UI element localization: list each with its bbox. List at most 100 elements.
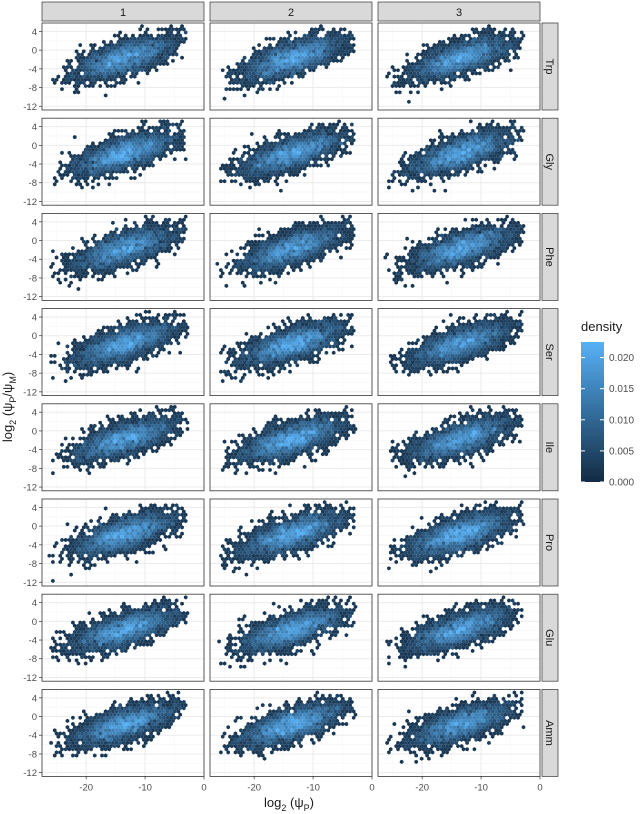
hex-bin	[248, 160, 252, 165]
hex-bin	[282, 169, 287, 174]
hex-bin	[132, 74, 137, 79]
hex-bin	[430, 58, 435, 63]
hex-bin	[116, 46, 121, 51]
hex-bin	[67, 163, 72, 168]
hex-bin	[268, 157, 272, 162]
hex-bin	[436, 68, 440, 73]
hex-bin	[72, 166, 77, 171]
hex-bin	[467, 52, 471, 57]
hex-bin	[416, 52, 420, 57]
hex-bin	[481, 39, 486, 44]
hex-bin	[291, 39, 296, 44]
hex-bin	[443, 61, 448, 66]
hex-bin	[142, 147, 146, 152]
hex-bin	[308, 157, 312, 162]
hex-bin	[490, 49, 495, 54]
hex-bin	[465, 68, 469, 73]
hex-bin	[91, 58, 95, 63]
hex-bin	[470, 27, 475, 32]
hex-bin	[169, 49, 173, 54]
hex-bin	[326, 49, 330, 54]
hex-bin	[54, 179, 59, 184]
hex-bin	[320, 27, 325, 32]
hex-bin	[122, 68, 126, 73]
hex-bin	[447, 55, 451, 60]
hex-bin	[445, 46, 449, 51]
hex-bin	[308, 138, 312, 143]
hex-bin	[266, 166, 270, 171]
hex-bin	[230, 160, 234, 165]
hex-bin	[143, 144, 148, 149]
hex-bin	[251, 65, 256, 70]
hex-bin	[152, 135, 157, 140]
hex-bin	[311, 36, 316, 41]
hex-bin	[279, 43, 283, 48]
hex-bin	[100, 74, 104, 79]
hex-bin	[315, 150, 320, 155]
hex-bin	[125, 61, 130, 66]
hex-bin	[488, 39, 493, 44]
hex-bin	[167, 135, 172, 140]
hex-bin	[242, 55, 247, 60]
hex-bin	[78, 74, 82, 79]
hex-bin	[160, 122, 164, 127]
hex-bin	[174, 135, 179, 140]
hex-bin	[255, 141, 260, 146]
hex-bin	[293, 30, 298, 35]
hex-bin	[483, 61, 488, 66]
hex-bin	[472, 43, 477, 48]
hex-bin	[145, 27, 150, 32]
hex-bin	[438, 77, 442, 82]
hex-bin	[111, 157, 115, 162]
hex-bin	[270, 172, 274, 177]
hex-bin	[448, 147, 453, 152]
hex-bin	[302, 39, 307, 44]
hex-bin	[250, 80, 254, 85]
hex-bin	[277, 153, 281, 159]
hex-bin	[235, 157, 240, 162]
hex-bin	[439, 74, 444, 79]
hex-bin	[291, 58, 296, 63]
hex-bin	[322, 157, 327, 162]
hex-bin	[288, 153, 292, 159]
hex-bin	[266, 179, 270, 184]
hex-bin	[138, 52, 142, 57]
hex-bin	[120, 135, 124, 140]
hex-bin	[63, 80, 68, 85]
hex-bin	[459, 52, 464, 57]
hex-bin	[112, 128, 117, 133]
hex-bin	[434, 77, 438, 82]
hex-bin	[136, 157, 141, 162]
hex-bin	[125, 49, 130, 54]
hex-bin	[111, 131, 115, 137]
hex-bin	[94, 77, 99, 82]
hex-bin	[231, 150, 236, 155]
hex-bin	[72, 153, 77, 159]
hex-bin	[304, 43, 309, 48]
hex-bin	[319, 49, 323, 54]
hex-bin	[478, 160, 482, 165]
hex-bin	[324, 65, 329, 70]
hex-bin	[436, 49, 440, 54]
hex-bin	[63, 68, 68, 73]
hex-bin	[260, 144, 265, 149]
hex-bin	[514, 52, 518, 57]
hex-bin	[122, 80, 126, 85]
hex-bin	[134, 58, 139, 63]
hex-bin	[432, 80, 437, 85]
hex-bin	[74, 55, 79, 60]
hex-bin	[253, 150, 258, 155]
hex-bin	[231, 80, 236, 85]
hex-bin	[242, 80, 247, 85]
hex-bin	[109, 166, 113, 171]
hex-bin	[257, 182, 261, 187]
hex-bin	[165, 36, 170, 41]
hex-bin	[337, 43, 341, 48]
hex-bin	[91, 52, 95, 57]
hex-bin	[91, 141, 95, 146]
hex-bin	[257, 49, 261, 54]
hex-bin	[313, 141, 318, 146]
hex-bin	[427, 46, 431, 51]
hex-bin	[253, 169, 258, 174]
hex-bin	[297, 49, 301, 54]
